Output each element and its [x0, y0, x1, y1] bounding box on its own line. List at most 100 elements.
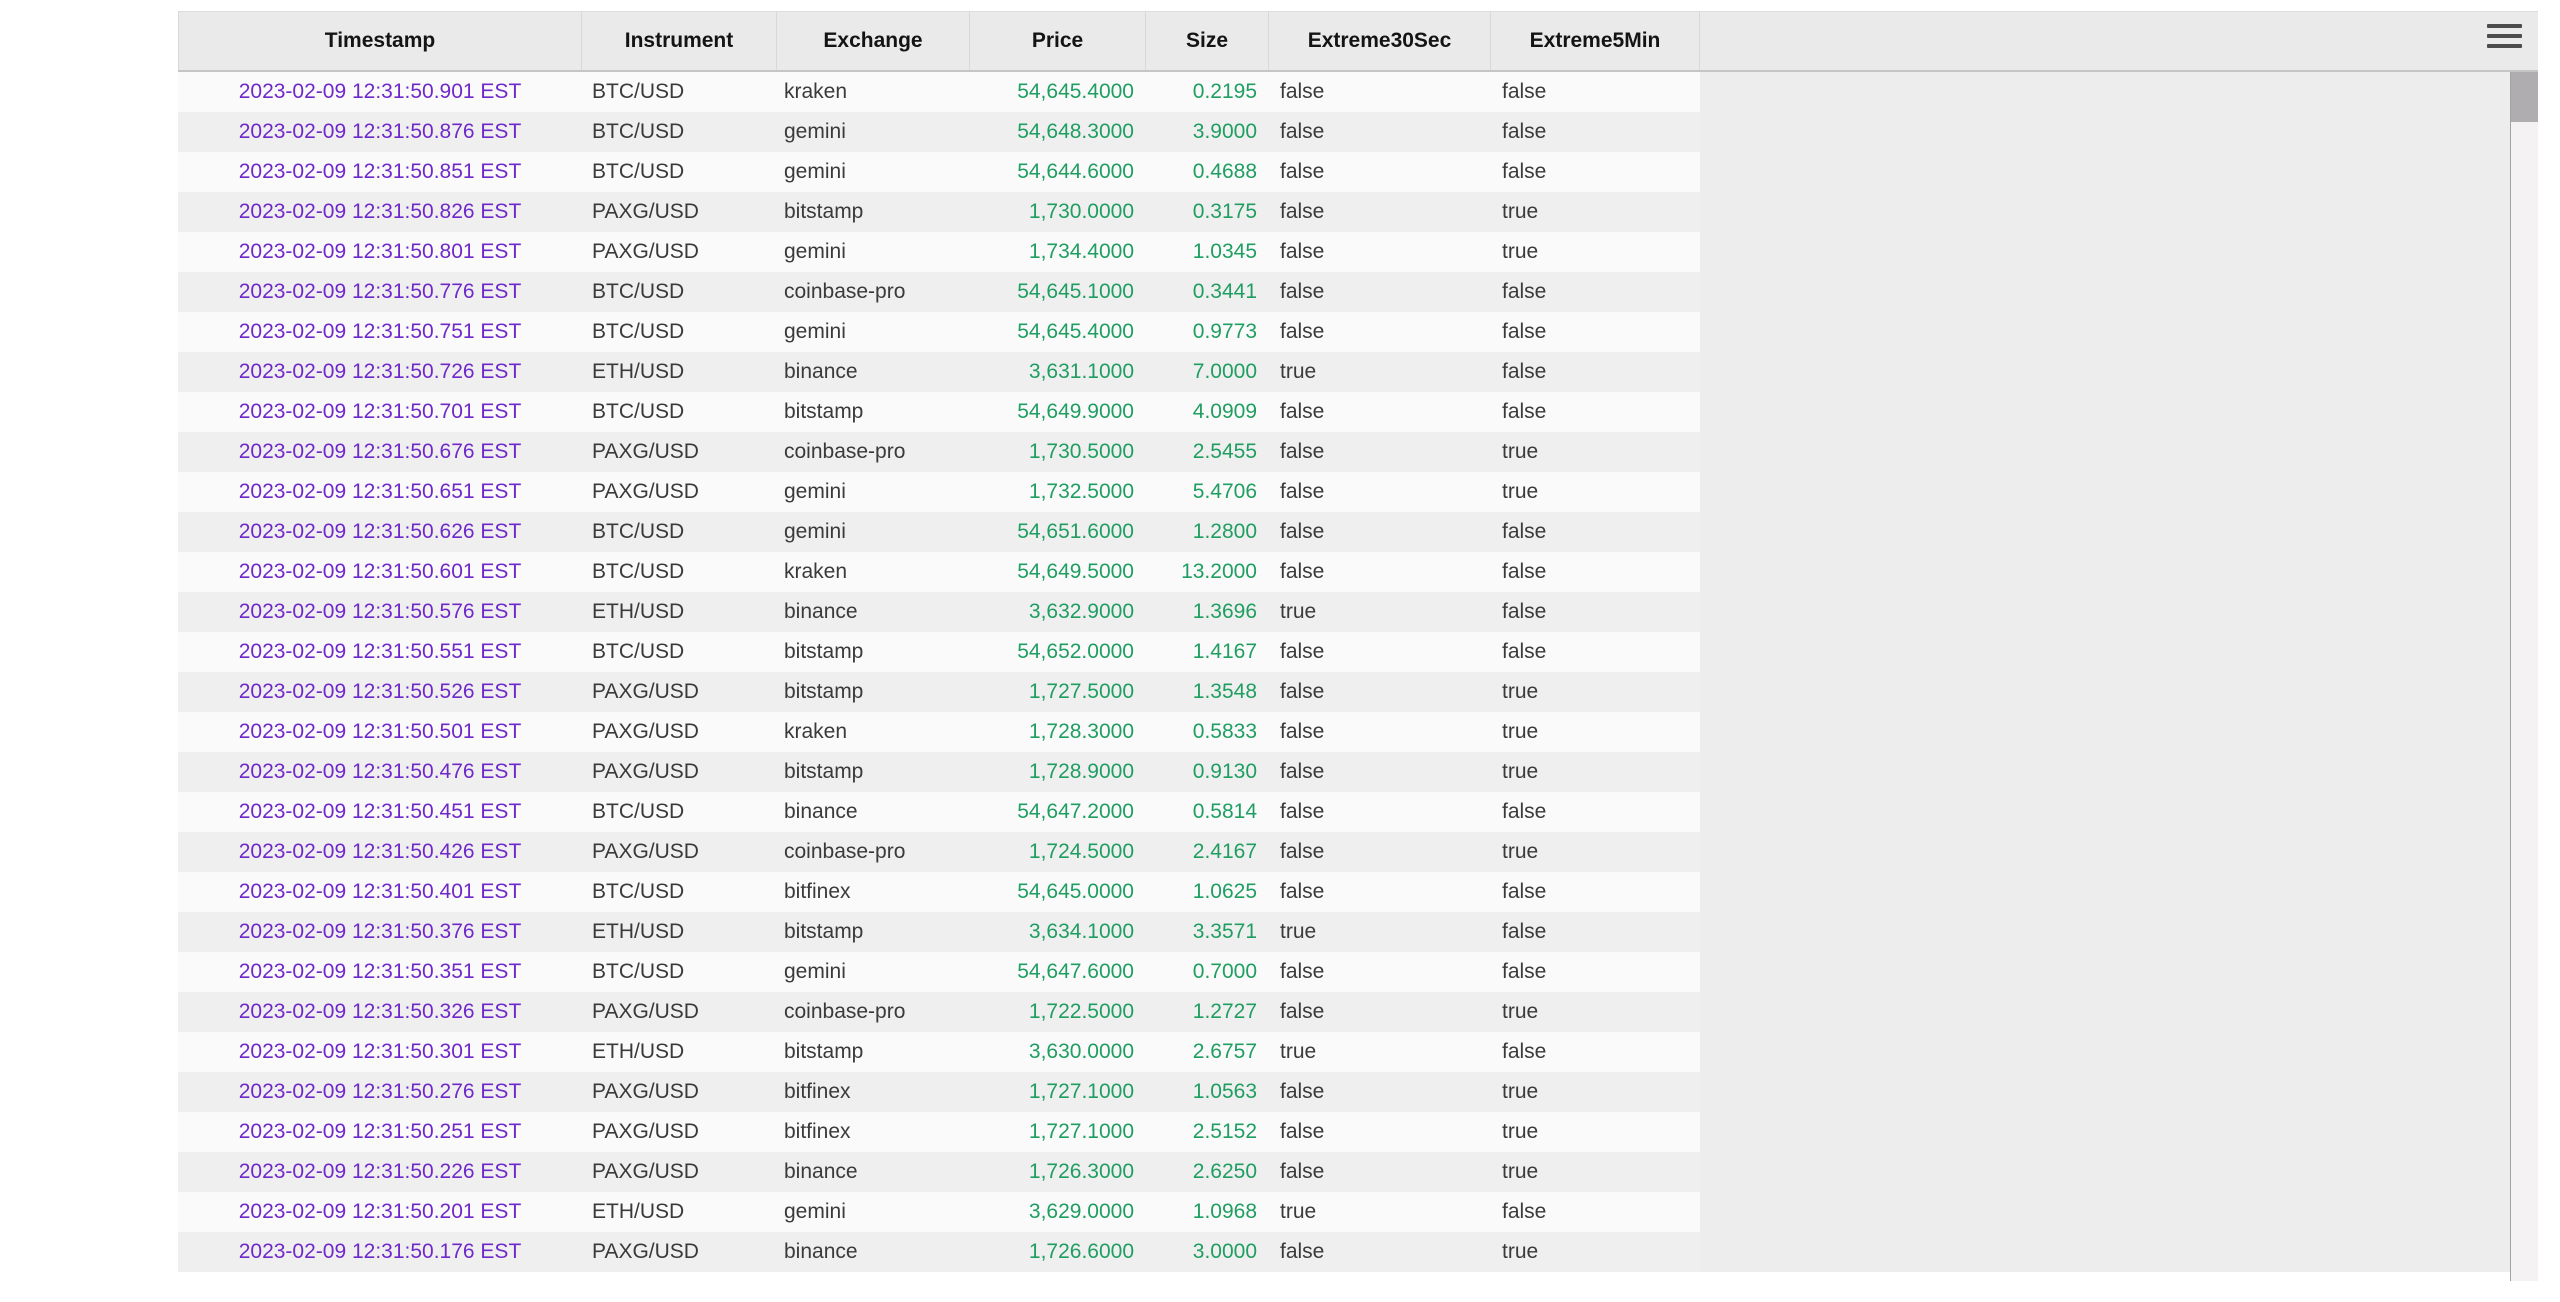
- cell-extreme30sec[interactable]: false: [1269, 552, 1491, 592]
- cell-size[interactable]: 0.3175: [1146, 192, 1269, 232]
- cell-exchange[interactable]: gemini: [777, 112, 970, 152]
- cell-extreme30sec[interactable]: false: [1269, 152, 1491, 192]
- cell-instrument[interactable]: BTC/USD: [582, 272, 777, 312]
- cell-extreme30sec[interactable]: true: [1269, 352, 1491, 392]
- cell-size[interactable]: 2.6250: [1146, 1152, 1269, 1192]
- cell-extreme5min[interactable]: true: [1491, 472, 1700, 512]
- cell-size[interactable]: 1.0563: [1146, 1072, 1269, 1112]
- cell-exchange[interactable]: bitstamp: [777, 672, 970, 712]
- cell-instrument[interactable]: PAXG/USD: [582, 712, 777, 752]
- cell-instrument[interactable]: PAXG/USD: [582, 1072, 777, 1112]
- cell-timestamp[interactable]: 2023-02-09 12:31:50.551 EST: [178, 632, 582, 672]
- cell-exchange[interactable]: bitstamp: [777, 632, 970, 672]
- cell-extreme5min[interactable]: false: [1491, 272, 1700, 312]
- cell-timestamp[interactable]: 2023-02-09 12:31:50.851 EST: [178, 152, 582, 192]
- cell-instrument[interactable]: BTC/USD: [582, 552, 777, 592]
- cell-price[interactable]: 3,629.0000: [970, 1192, 1146, 1232]
- cell-size[interactable]: 7.0000: [1146, 352, 1269, 392]
- cell-extreme30sec[interactable]: true: [1269, 1032, 1491, 1072]
- cell-exchange[interactable]: kraken: [777, 552, 970, 592]
- cell-extreme30sec[interactable]: false: [1269, 392, 1491, 432]
- cell-timestamp[interactable]: 2023-02-09 12:31:50.601 EST: [178, 552, 582, 592]
- cell-exchange[interactable]: bitstamp: [777, 912, 970, 952]
- cell-timestamp[interactable]: 2023-02-09 12:31:50.876 EST: [178, 112, 582, 152]
- cell-size[interactable]: 2.5455: [1146, 432, 1269, 472]
- cell-instrument[interactable]: ETH/USD: [582, 1032, 777, 1072]
- cell-timestamp[interactable]: 2023-02-09 12:31:50.201 EST: [178, 1192, 582, 1232]
- cell-size[interactable]: 0.9130: [1146, 752, 1269, 792]
- cell-extreme5min[interactable]: false: [1491, 632, 1700, 672]
- cell-extreme30sec[interactable]: false: [1269, 952, 1491, 992]
- cell-instrument[interactable]: ETH/USD: [582, 592, 777, 632]
- cell-extreme30sec[interactable]: false: [1269, 432, 1491, 472]
- cell-exchange[interactable]: gemini: [777, 232, 970, 272]
- cell-extreme30sec[interactable]: false: [1269, 1152, 1491, 1192]
- cell-price[interactable]: 1,727.1000: [970, 1072, 1146, 1112]
- cell-price[interactable]: 54,647.2000: [970, 792, 1146, 832]
- cell-size[interactable]: 1.3696: [1146, 592, 1269, 632]
- cell-exchange[interactable]: binance: [777, 792, 970, 832]
- cell-extreme5min[interactable]: false: [1491, 512, 1700, 552]
- cell-size[interactable]: 4.0909: [1146, 392, 1269, 432]
- cell-extreme5min[interactable]: false: [1491, 72, 1700, 112]
- cell-exchange[interactable]: kraken: [777, 72, 970, 112]
- cell-size[interactable]: 13.2000: [1146, 552, 1269, 592]
- cell-extreme30sec[interactable]: true: [1269, 592, 1491, 632]
- cell-price[interactable]: 1,728.9000: [970, 752, 1146, 792]
- cell-extreme30sec[interactable]: false: [1269, 992, 1491, 1032]
- cell-price[interactable]: 54,644.6000: [970, 152, 1146, 192]
- cell-timestamp[interactable]: 2023-02-09 12:31:50.376 EST: [178, 912, 582, 952]
- cell-instrument[interactable]: BTC/USD: [582, 152, 777, 192]
- cell-price[interactable]: 1,726.6000: [970, 1232, 1146, 1272]
- cell-timestamp[interactable]: 2023-02-09 12:31:50.576 EST: [178, 592, 582, 632]
- cell-exchange[interactable]: binance: [777, 592, 970, 632]
- cell-exchange[interactable]: coinbase-pro: [777, 432, 970, 472]
- cell-price[interactable]: 3,630.0000: [970, 1032, 1146, 1072]
- cell-extreme30sec[interactable]: false: [1269, 1112, 1491, 1152]
- vertical-scrollbar[interactable]: [2510, 72, 2538, 1281]
- cell-extreme30sec[interactable]: false: [1269, 1072, 1491, 1112]
- cell-extreme5min[interactable]: false: [1491, 312, 1700, 352]
- cell-exchange[interactable]: gemini: [777, 152, 970, 192]
- cell-extreme30sec[interactable]: false: [1269, 752, 1491, 792]
- cell-instrument[interactable]: BTC/USD: [582, 872, 777, 912]
- cell-price[interactable]: 1,722.5000: [970, 992, 1146, 1032]
- cell-timestamp[interactable]: 2023-02-09 12:31:50.676 EST: [178, 432, 582, 472]
- cell-size[interactable]: 1.2727: [1146, 992, 1269, 1032]
- scrollbar-thumb[interactable]: [2511, 72, 2538, 122]
- cell-exchange[interactable]: bitfinex: [777, 1072, 970, 1112]
- cell-timestamp[interactable]: 2023-02-09 12:31:50.301 EST: [178, 1032, 582, 1072]
- cell-exchange[interactable]: bitstamp: [777, 1032, 970, 1072]
- cell-price[interactable]: 54,647.6000: [970, 952, 1146, 992]
- cell-price[interactable]: 1,724.5000: [970, 832, 1146, 872]
- cell-instrument[interactable]: PAXG/USD: [582, 432, 777, 472]
- cell-instrument[interactable]: PAXG/USD: [582, 192, 777, 232]
- cell-size[interactable]: 1.0625: [1146, 872, 1269, 912]
- cell-price[interactable]: 54,649.5000: [970, 552, 1146, 592]
- cell-extreme5min[interactable]: false: [1491, 872, 1700, 912]
- cell-price[interactable]: 54,648.3000: [970, 112, 1146, 152]
- cell-extreme30sec[interactable]: false: [1269, 872, 1491, 912]
- cell-size[interactable]: 0.7000: [1146, 952, 1269, 992]
- cell-price[interactable]: 1,726.3000: [970, 1152, 1146, 1192]
- cell-price[interactable]: 54,645.4000: [970, 72, 1146, 112]
- cell-extreme5min[interactable]: true: [1491, 192, 1700, 232]
- cell-extreme5min[interactable]: true: [1491, 832, 1700, 872]
- cell-extreme5min[interactable]: false: [1491, 952, 1700, 992]
- cell-timestamp[interactable]: 2023-02-09 12:31:50.826 EST: [178, 192, 582, 232]
- cell-price[interactable]: 1,727.1000: [970, 1112, 1146, 1152]
- cell-extreme5min[interactable]: true: [1491, 992, 1700, 1032]
- cell-extreme5min[interactable]: false: [1491, 112, 1700, 152]
- cell-size[interactable]: 0.4688: [1146, 152, 1269, 192]
- cell-exchange[interactable]: bitstamp: [777, 752, 970, 792]
- cell-size[interactable]: 1.3548: [1146, 672, 1269, 712]
- cell-size[interactable]: 1.4167: [1146, 632, 1269, 672]
- cell-price[interactable]: 54,651.6000: [970, 512, 1146, 552]
- cell-extreme5min[interactable]: false: [1491, 912, 1700, 952]
- cell-timestamp[interactable]: 2023-02-09 12:31:50.726 EST: [178, 352, 582, 392]
- cell-extreme30sec[interactable]: false: [1269, 272, 1491, 312]
- cell-timestamp[interactable]: 2023-02-09 12:31:50.226 EST: [178, 1152, 582, 1192]
- cell-extreme5min[interactable]: false: [1491, 552, 1700, 592]
- cell-extreme30sec[interactable]: false: [1269, 832, 1491, 872]
- cell-size[interactable]: 5.4706: [1146, 472, 1269, 512]
